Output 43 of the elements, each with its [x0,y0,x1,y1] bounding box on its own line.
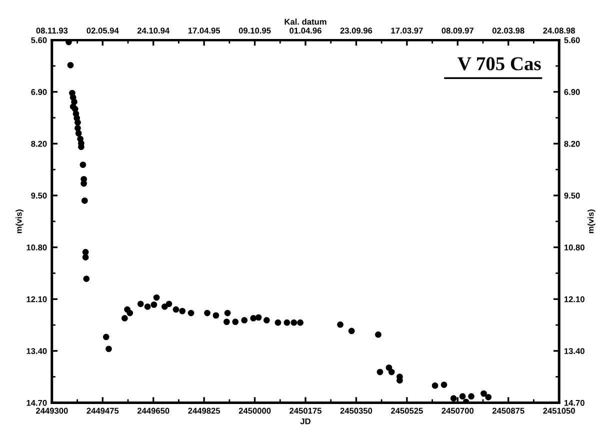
x2-tick-label: 23.09.96 [340,28,372,34]
y2-tick-label: 12.10 [564,296,584,302]
x2-tick-label: 01.04.96 [290,28,322,34]
x-tick-label: 2449825 [188,408,220,414]
y-tick-label: 9.50 [31,192,47,199]
y-tick-label: 5.60 [31,37,47,44]
y2-tick-label: 10.80 [564,244,584,250]
x-tick-label: 2449475 [86,408,119,414]
x2-tick-label: 08.11.93 [36,28,68,34]
x-tick-label: 2451050 [543,408,575,414]
y2-tick-label: 13.40 [564,348,584,354]
x-tick-label: 2449650 [137,408,170,414]
x2-tick-label: 02.05.94 [86,28,119,34]
y-tick-label: 14.70 [26,400,47,406]
x2-tick-label: 17.03.97 [391,28,423,34]
y2-tick-label: 6.90 [564,89,580,95]
x-tick-label: 2449300 [36,408,68,414]
x-tick-label: 2450875 [492,408,524,414]
y-tick-label: 8.20 [31,140,47,147]
x-tick-label: 2450700 [442,408,474,414]
y2-tick-label: 8.20 [564,140,580,147]
x-tick-label: 2450525 [390,408,423,414]
x2-tick-label: 08.09.97 [442,28,474,34]
x2-tick-label: 24.08.98 [543,28,576,34]
y-tick-label: 10.80 [26,244,47,250]
y-tick-label: 6.90 [31,89,47,95]
x2-tick-label: 09.10.95 [238,28,271,34]
x-tick-label: 2450350 [340,408,372,414]
y-tick-label: 12.10 [26,296,47,302]
x2-tick-label: 17.04.95 [188,28,220,34]
text: V 705 Cas [458,57,541,70]
x-tick-label: 2450000 [238,408,271,414]
y2-tick-label: 9.50 [564,192,580,199]
x2-tick-label: 02.03.98 [492,28,524,34]
y2-tick-label: 5.60 [564,37,580,44]
y2-tick-label: 14.70 [564,400,584,406]
x2-tick-label: 24.10.94 [137,28,170,34]
y-tick-label: 13.40 [26,348,47,354]
y2-axis-title: m(vis) [588,210,596,234]
x-tick-label: 2450175 [290,408,322,414]
y-axis-title: m(vis) [16,210,24,234]
x2-axis-title: Kal. datum [284,18,326,25]
x-axis-title: JD [300,418,310,424]
